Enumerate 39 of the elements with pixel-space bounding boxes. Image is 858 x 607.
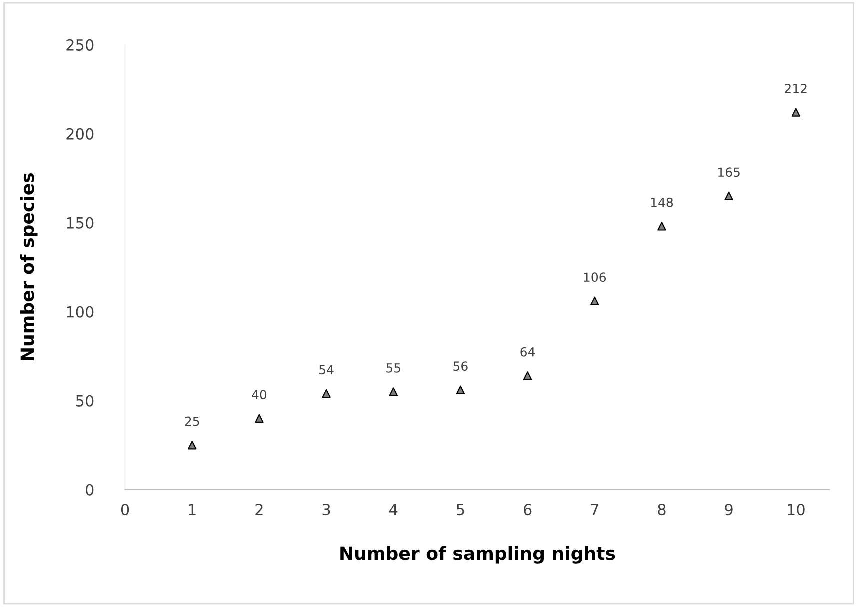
- x-tick-label: 9: [725, 504, 733, 516]
- y-axis-title: Number of species: [20, 173, 38, 360]
- x-tick-label: 5: [457, 504, 464, 516]
- point: [456, 386, 466, 395]
- data-label: 56: [454, 362, 468, 372]
- y-tick-label: 200: [66, 128, 94, 140]
- point: [792, 108, 800, 117]
- y-tick-label: 150: [67, 217, 94, 229]
- x-tick-label: 7: [591, 504, 598, 516]
- point: [658, 222, 666, 231]
- y-tick-label: 250: [66, 39, 94, 51]
- y-tick-label: 0: [86, 484, 94, 496]
- y-tick-label: 100: [67, 306, 94, 318]
- data-label: 106: [584, 272, 606, 282]
- point: [322, 389, 331, 398]
- point: [724, 192, 734, 201]
- point: [523, 372, 532, 380]
- y-tick-label: 50: [76, 395, 94, 407]
- data-label: 25: [185, 416, 200, 426]
- data-label: 40: [252, 390, 267, 400]
- data-label: 54: [320, 365, 334, 375]
- point: [188, 440, 197, 450]
- x-tick-label: 1: [189, 504, 196, 516]
- x-tick-label: 4: [390, 504, 398, 516]
- x-tick-label: 8: [658, 504, 666, 516]
- x-tick-label: 6: [524, 504, 532, 516]
- point: [255, 414, 264, 424]
- data-label: 55: [386, 364, 400, 373]
- point: [389, 388, 398, 396]
- x-tick-label: 10: [788, 504, 805, 516]
- x-axis-title: Number of sampling nights: [340, 546, 616, 564]
- data-label: 64: [520, 347, 536, 357]
- data-label: 212: [785, 84, 807, 94]
- x-tick-label: 0: [121, 504, 130, 516]
- x-tick-label: 2: [256, 504, 263, 516]
- data-label: 148: [651, 198, 674, 208]
- x-tick-label: 3: [322, 504, 330, 516]
- data-label: 165: [718, 168, 740, 178]
- point: [590, 296, 600, 306]
